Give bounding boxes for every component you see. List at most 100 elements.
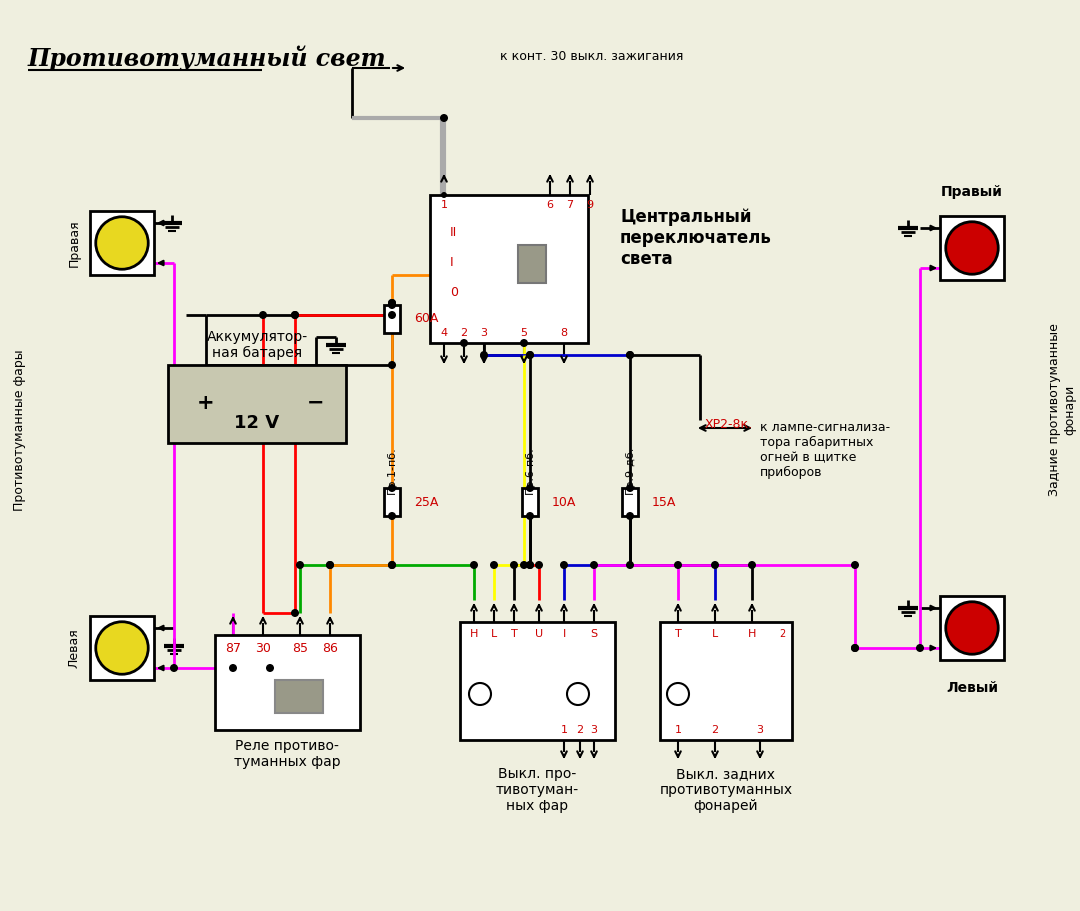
Text: Пр.9-дб.: Пр.9-дб. bbox=[625, 445, 635, 494]
Text: II: II bbox=[450, 227, 457, 240]
Circle shape bbox=[519, 561, 528, 569]
Text: −: − bbox=[307, 393, 325, 413]
Circle shape bbox=[440, 114, 448, 122]
Circle shape bbox=[291, 311, 299, 319]
Circle shape bbox=[96, 217, 148, 270]
Text: Выкл. задних
противотуманных
фонарей: Выкл. задних противотуманных фонарей bbox=[660, 767, 793, 814]
Text: L: L bbox=[491, 629, 497, 639]
Circle shape bbox=[711, 561, 719, 569]
Text: Реле противо-
туманных фар: Реле противо- туманных фар bbox=[233, 739, 340, 769]
Circle shape bbox=[626, 351, 634, 359]
Text: Левый: Левый bbox=[946, 681, 998, 695]
Text: 1: 1 bbox=[675, 725, 681, 735]
Circle shape bbox=[441, 192, 447, 198]
Circle shape bbox=[526, 351, 534, 359]
Bar bbox=[275, 680, 323, 713]
Circle shape bbox=[510, 561, 518, 569]
Bar bbox=[518, 245, 546, 283]
Circle shape bbox=[469, 683, 491, 705]
Circle shape bbox=[667, 683, 689, 705]
Bar bbox=[940, 596, 1004, 660]
Text: 7: 7 bbox=[566, 200, 573, 210]
Circle shape bbox=[326, 561, 334, 569]
Circle shape bbox=[266, 664, 274, 672]
Text: Центральный
переключатель
света: Центральный переключатель света bbox=[620, 209, 772, 268]
Bar bbox=[460, 622, 615, 740]
Text: +: + bbox=[198, 393, 215, 413]
Text: Пр.1-пб.: Пр.1-пб. bbox=[387, 446, 397, 494]
Circle shape bbox=[460, 339, 468, 347]
Text: 9: 9 bbox=[586, 200, 594, 210]
Text: 1: 1 bbox=[441, 200, 447, 210]
Circle shape bbox=[480, 351, 488, 359]
Text: L: L bbox=[712, 629, 718, 639]
Circle shape bbox=[590, 561, 598, 569]
Bar bbox=[90, 616, 154, 680]
Bar bbox=[430, 195, 588, 343]
Text: Аккумулятор-
ная батарея: Аккумулятор- ная батарея bbox=[206, 330, 308, 360]
Text: Правый: Правый bbox=[941, 185, 1003, 199]
Circle shape bbox=[851, 644, 859, 652]
Text: ХР2-8к.: ХР2-8к. bbox=[705, 418, 753, 432]
Circle shape bbox=[526, 561, 534, 569]
Bar bbox=[660, 622, 792, 740]
Text: H: H bbox=[470, 629, 478, 639]
Text: 15А: 15А bbox=[652, 496, 676, 508]
Text: S: S bbox=[591, 629, 597, 639]
Circle shape bbox=[96, 622, 148, 674]
Circle shape bbox=[388, 361, 396, 369]
Text: 30: 30 bbox=[255, 642, 271, 656]
Bar bbox=[522, 488, 538, 516]
Text: 25А: 25А bbox=[414, 496, 438, 508]
Text: 2: 2 bbox=[779, 629, 785, 639]
Circle shape bbox=[296, 561, 303, 569]
Text: H: H bbox=[747, 629, 756, 639]
Circle shape bbox=[946, 221, 998, 274]
Text: T: T bbox=[511, 629, 517, 639]
Circle shape bbox=[567, 683, 589, 705]
Text: 10А: 10А bbox=[552, 496, 577, 508]
Circle shape bbox=[388, 561, 396, 569]
Circle shape bbox=[470, 561, 478, 569]
Circle shape bbox=[291, 609, 299, 617]
Circle shape bbox=[851, 644, 859, 652]
Text: Противотуманный свет: Противотуманный свет bbox=[28, 46, 387, 71]
Text: 6: 6 bbox=[546, 200, 554, 210]
Text: 86: 86 bbox=[322, 642, 338, 656]
Circle shape bbox=[561, 561, 568, 569]
Text: T: T bbox=[675, 629, 681, 639]
Text: 8: 8 bbox=[561, 328, 568, 338]
Circle shape bbox=[388, 484, 396, 492]
Circle shape bbox=[526, 561, 534, 569]
Circle shape bbox=[626, 561, 634, 569]
Circle shape bbox=[388, 299, 396, 307]
Text: 60А: 60А bbox=[414, 312, 438, 325]
Text: к конт. 30 выкл. зажигания: к конт. 30 выкл. зажигания bbox=[500, 50, 684, 64]
Bar bbox=[384, 488, 400, 516]
Circle shape bbox=[388, 301, 396, 309]
Text: U: U bbox=[535, 629, 543, 639]
Text: Пр.6-пб.: Пр.6-пб. bbox=[525, 446, 535, 494]
Circle shape bbox=[851, 561, 859, 569]
Bar bbox=[90, 211, 154, 275]
Circle shape bbox=[526, 512, 534, 520]
Text: 5: 5 bbox=[521, 328, 527, 338]
Text: Левая: Левая bbox=[67, 628, 81, 668]
Bar bbox=[168, 365, 346, 443]
Circle shape bbox=[490, 561, 498, 569]
Circle shape bbox=[388, 512, 396, 520]
Text: 1: 1 bbox=[561, 725, 567, 735]
Circle shape bbox=[526, 484, 534, 492]
Text: I: I bbox=[450, 257, 454, 270]
Circle shape bbox=[626, 484, 634, 492]
Text: 4: 4 bbox=[441, 328, 447, 338]
Circle shape bbox=[388, 311, 396, 319]
Circle shape bbox=[535, 561, 543, 569]
Text: Выкл. про-
тивотуман-
ных фар: Выкл. про- тивотуман- ных фар bbox=[496, 767, 579, 814]
Text: 87: 87 bbox=[225, 642, 241, 656]
Circle shape bbox=[326, 561, 334, 569]
Bar bbox=[215, 635, 360, 730]
Text: 3: 3 bbox=[481, 328, 487, 338]
Text: Правая: Правая bbox=[67, 220, 81, 267]
Circle shape bbox=[916, 644, 924, 652]
